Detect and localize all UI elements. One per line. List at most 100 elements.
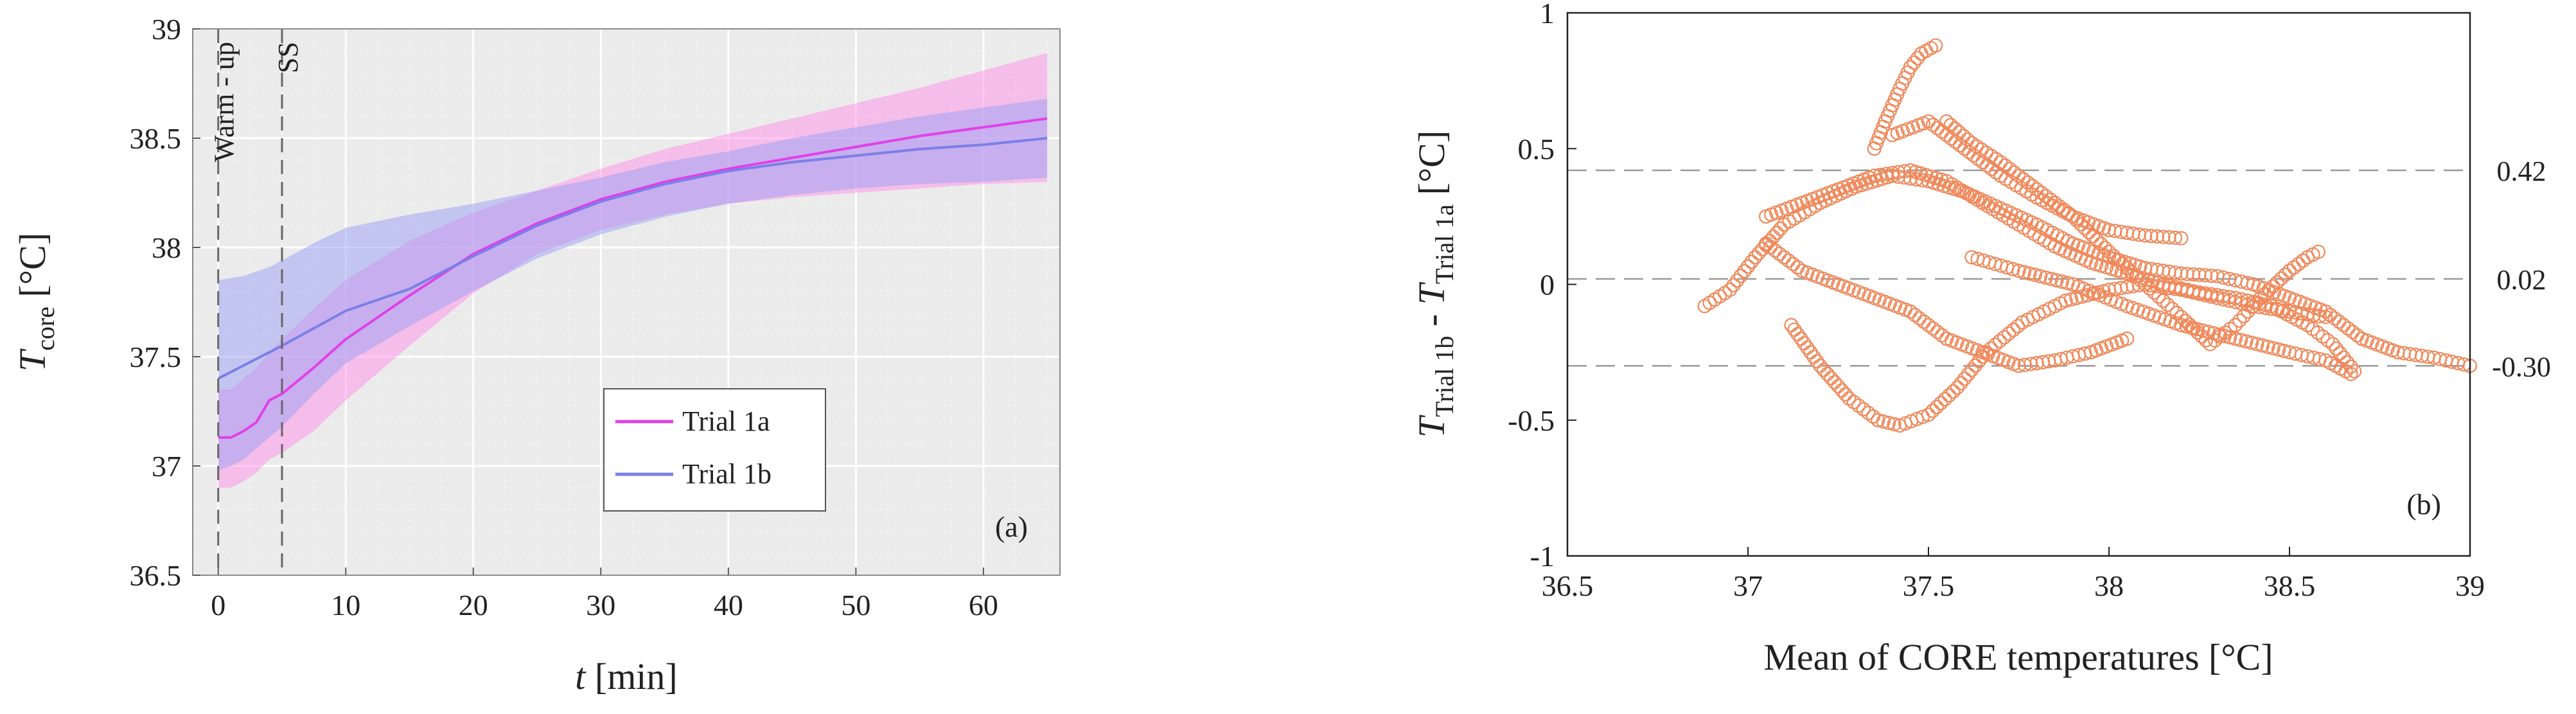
x-tick-label-a: 20 — [459, 589, 488, 621]
scatter-point — [2347, 364, 2362, 379]
scatter-point — [1842, 391, 1857, 406]
scatter-point — [1763, 240, 1778, 254]
scatter-point — [2138, 228, 2153, 243]
scatter-point — [1910, 51, 1925, 66]
scatter-point — [2315, 329, 2330, 344]
scatter-point — [1831, 379, 1846, 394]
scatter-point — [2120, 331, 2135, 346]
x-tick-label-a: 40 — [714, 589, 743, 621]
scatter-point — [1912, 311, 1927, 326]
scatter-point — [2069, 290, 2084, 305]
scatter-point — [2305, 321, 2320, 336]
scatter-point — [2333, 346, 2347, 361]
scatter-point — [2186, 267, 2201, 282]
scatter-point — [1934, 396, 1948, 411]
scatter-point — [1921, 114, 1936, 129]
reference-line-label: 0.02 — [2497, 264, 2546, 296]
x-axis-unit-a: [min] — [585, 656, 677, 697]
scatter-point — [1950, 380, 1965, 395]
scatter-point — [1952, 125, 1966, 139]
scatter-point — [2129, 269, 2144, 283]
scatter-point — [2144, 229, 2158, 244]
scatter-point — [2162, 230, 2176, 245]
y-tick-label-a: 38.5 — [130, 122, 182, 155]
scatter-point — [1992, 334, 2007, 348]
scatter-point — [2253, 290, 2268, 305]
scatter-point — [2318, 310, 2333, 325]
scatter-point — [2192, 267, 2207, 282]
scatter-point — [2261, 339, 2275, 354]
scatter-point — [1942, 388, 1957, 403]
x-axis-label-a: t [min] — [575, 656, 677, 697]
x-tick-label-b: 38.5 — [2264, 569, 2316, 602]
scatter-point — [1887, 416, 1901, 432]
scatter-point — [1730, 273, 1745, 288]
scatter-point — [1751, 245, 1766, 261]
scatter-point — [2234, 333, 2248, 348]
scatter-point — [1897, 164, 1912, 179]
plot-area-b — [1567, 13, 2470, 556]
scatter-point — [1907, 307, 1923, 323]
scatter-point — [2090, 233, 2104, 247]
series-line-trial-1b — [217, 137, 1048, 380]
scatter-point — [2101, 244, 2117, 259]
confidence-bands-a — [218, 53, 1048, 488]
scatter-point — [1816, 362, 1831, 377]
reference-line-label: -0.30 — [2492, 351, 2551, 382]
scatter-point — [1930, 325, 1945, 339]
scatter-point — [1835, 383, 1849, 398]
scatter-point — [1997, 330, 2012, 344]
scatter-point — [2106, 249, 2121, 263]
scatter-point — [2217, 328, 2232, 343]
scatter-point — [2016, 265, 2032, 280]
scatter-point — [2190, 322, 2205, 337]
scatter-point — [2156, 293, 2171, 308]
scatter-point — [2058, 293, 2073, 308]
phase-marker-lines — [217, 29, 283, 575]
scatter-point — [2329, 341, 2344, 356]
scatter-point — [2249, 295, 2264, 310]
y-axis-unit-b: [°C] — [1411, 130, 1452, 204]
x-axis-var-a: t — [575, 656, 587, 697]
scatter-point — [2074, 217, 2088, 232]
scatter-point — [2261, 283, 2276, 298]
scatter-point — [1856, 402, 1871, 416]
scatter-point — [1928, 38, 1943, 53]
scatter-point — [2185, 321, 2200, 335]
x-axis-label-b: Mean of CORE temperatures [°C] — [1763, 636, 2273, 678]
scatter-point — [1903, 60, 1918, 75]
scatter-point — [2011, 168, 2026, 183]
scatter-point — [1871, 413, 1885, 427]
scatter-point — [2174, 266, 2189, 281]
scatter-point — [2343, 359, 2358, 374]
scatter-point — [2332, 314, 2347, 329]
scatter-point — [2310, 325, 2325, 340]
legend-label-trial-1a: Trial 1a — [682, 406, 770, 437]
scatter-point — [1937, 392, 1952, 407]
scatter-point — [1768, 243, 1783, 258]
scatter-point — [1921, 317, 1936, 332]
scatter-point — [2291, 256, 2306, 271]
scatter-point — [1960, 132, 1975, 147]
scatter-point — [2228, 317, 2243, 332]
y-axis-sub1-b: Trial 1b — [1430, 336, 1459, 417]
scatter-point — [1827, 375, 1842, 389]
scatter-point — [1993, 155, 2008, 170]
x-tick-label-b: 37.5 — [1903, 569, 1955, 602]
y-axis-unit-a: [°C] — [12, 233, 53, 307]
scatter-point — [2147, 285, 2162, 300]
scatter-point — [2133, 273, 2148, 288]
scatter-point — [2149, 229, 2165, 244]
x-tick-label-b: 38 — [2094, 569, 2124, 602]
x-ticks-b: 36.5 37 37.5 38 38.5 39 — [1542, 547, 2485, 602]
scatter-point — [2043, 192, 2058, 207]
y-ticks-a: 36.5 37 37.5 38 38.5 39 — [130, 13, 200, 592]
scatter-point — [1907, 55, 1921, 70]
panel-b-bland-altman-plot: 36.5 37 37.5 38 38.5 39 -1 -0.5 0 0.5 1 0.42 0.02 -… — [1411, 0, 2551, 678]
scatter-point — [1916, 314, 1932, 329]
scatter-point — [2244, 335, 2259, 350]
scatter-point — [2274, 271, 2289, 286]
scatter-point — [2174, 231, 2189, 245]
scatter-point — [1773, 221, 1788, 236]
y-ticks-b: -1 -0.5 0 0.5 1 — [1508, 0, 1576, 573]
